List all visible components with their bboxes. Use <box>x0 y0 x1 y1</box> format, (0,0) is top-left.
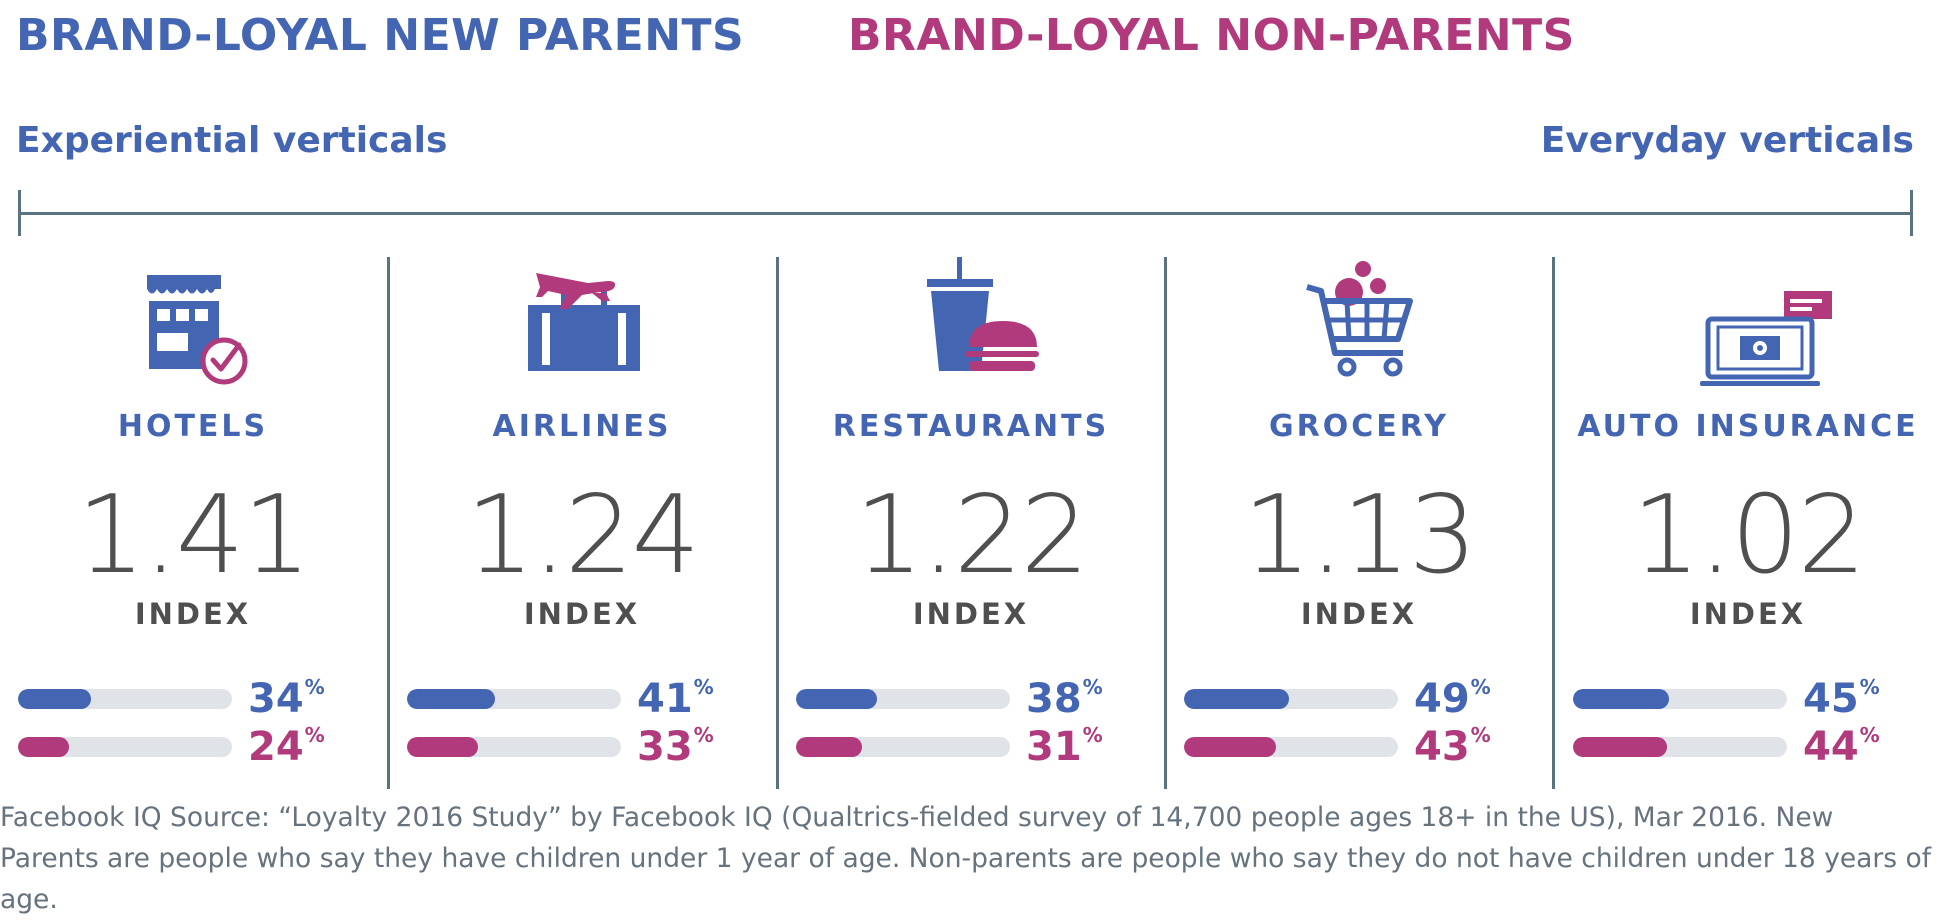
percent-new-parents: 45% <box>1803 676 1880 722</box>
bar-new-parents <box>1184 689 1289 709</box>
bar-track-non-parents <box>18 737 232 757</box>
percent-new-parents: 34% <box>248 676 325 722</box>
percent-value: 24 <box>248 724 304 770</box>
percent-sign: % <box>693 723 714 747</box>
source-footnote: Facebook IQ Source: “Loyalty 2016 Study”… <box>0 802 1932 915</box>
axis-label-experiential: Experiential verticals <box>16 120 448 161</box>
percent-non-parents: 44% <box>1803 724 1880 770</box>
bar-track-new-parents <box>1184 689 1398 709</box>
bar-track-non-parents <box>1573 737 1787 757</box>
percent-non-parents: 33% <box>637 724 714 770</box>
percent-sign: % <box>304 675 325 699</box>
percent-sign: % <box>1470 675 1491 699</box>
bar-track-non-parents <box>407 737 621 757</box>
index-label: INDEX <box>523 597 641 631</box>
percent-new-parents: 41% <box>637 676 714 722</box>
column-restaurants: RESTAURANTS 1.22 INDEX 38% 31% <box>778 257 1164 797</box>
percent-sign: % <box>304 723 325 747</box>
bar-new-parents <box>796 689 878 709</box>
percent-new-parents: 49% <box>1414 676 1491 722</box>
bar-track-non-parents <box>1184 737 1398 757</box>
column-divider <box>776 257 779 789</box>
index-value: 1.24 <box>465 473 700 598</box>
bar-new-parents <box>18 689 91 709</box>
category-label: AUTO INSURANCE <box>1577 409 1919 444</box>
bar-non-parents <box>796 737 863 757</box>
percent-value: 44 <box>1803 724 1859 770</box>
category-label: HOTELS <box>117 409 269 444</box>
percent-new-parents: 38% <box>1026 676 1103 722</box>
bar-track-non-parents <box>796 737 1010 757</box>
column-divider <box>387 257 390 789</box>
percent-value: 43 <box>1414 724 1470 770</box>
column-divider <box>1552 257 1555 789</box>
percent-sign: % <box>1470 723 1491 747</box>
percent-value: 31 <box>1026 724 1082 770</box>
spectrum-axis-line <box>18 212 1912 215</box>
bar-track-new-parents <box>18 689 232 709</box>
category-label: GROCERY <box>1269 409 1449 444</box>
percent-sign: % <box>1082 723 1103 747</box>
category-label: RESTAURANTS <box>832 409 1110 444</box>
index-value: 1.22 <box>854 473 1089 598</box>
bar-track-new-parents <box>796 689 1010 709</box>
bar-track-new-parents <box>407 689 621 709</box>
grocery-cart-icon <box>1306 261 1413 377</box>
percent-non-parents: 24% <box>248 724 325 770</box>
bar-track-new-parents <box>1573 689 1787 709</box>
bar-non-parents <box>1184 737 1277 757</box>
index-value: 1.13 <box>1242 473 1477 598</box>
index-value: 1.41 <box>76 473 311 598</box>
percent-sign: % <box>693 675 714 699</box>
index-label: INDEX <box>1300 597 1418 631</box>
bar-non-parents <box>18 737 70 757</box>
hotel-icon <box>147 275 248 385</box>
percent-sign: % <box>1859 723 1880 747</box>
percent-value: 38 <box>1026 676 1082 722</box>
percent-value: 33 <box>637 724 693 770</box>
legend-new-parents: BRAND-LOYAL NEW PARENTS <box>16 10 745 61</box>
category-label: AIRLINES <box>492 409 672 444</box>
bar-new-parents <box>1573 689 1670 709</box>
column-hotels: HOTELS 1.41 INDEX 34% 24% <box>0 257 386 797</box>
axis-tick-left <box>18 190 21 236</box>
bar-non-parents <box>407 737 478 757</box>
column-grocery: GROCERY 1.13 INDEX 49% 43% <box>1166 257 1552 797</box>
percent-value: 41 <box>637 676 693 722</box>
percent-non-parents: 31% <box>1026 724 1103 770</box>
column-auto-insurance: AUTO INSURANCE 1.02 INDEX 45% 44% <box>1555 257 1940 797</box>
percent-value: 45 <box>1803 676 1859 722</box>
percent-value: 34 <box>248 676 304 722</box>
bar-new-parents <box>407 689 495 709</box>
axis-label-everyday: Everyday verticals <box>1540 120 1914 161</box>
percent-value: 49 <box>1414 676 1470 722</box>
column-airlines: AIRLINES 1.24 INDEX 41% 33% <box>389 257 775 797</box>
column-divider <box>1164 257 1167 789</box>
index-label: INDEX <box>912 597 1030 631</box>
legend-non-parents: BRAND-LOYAL NON-PARENTS <box>848 10 1575 61</box>
index-label: INDEX <box>1689 597 1807 631</box>
percent-sign: % <box>1859 675 1880 699</box>
axis-tick-right <box>1910 190 1913 236</box>
bar-non-parents <box>1573 737 1668 757</box>
restaurant-icon <box>927 257 1039 371</box>
index-value: 1.02 <box>1631 473 1866 598</box>
index-label: INDEX <box>134 597 252 631</box>
airline-icon <box>528 273 640 371</box>
percent-non-parents: 43% <box>1414 724 1491 770</box>
auto-insurance-icon <box>1700 291 1832 386</box>
percent-sign: % <box>1082 675 1103 699</box>
